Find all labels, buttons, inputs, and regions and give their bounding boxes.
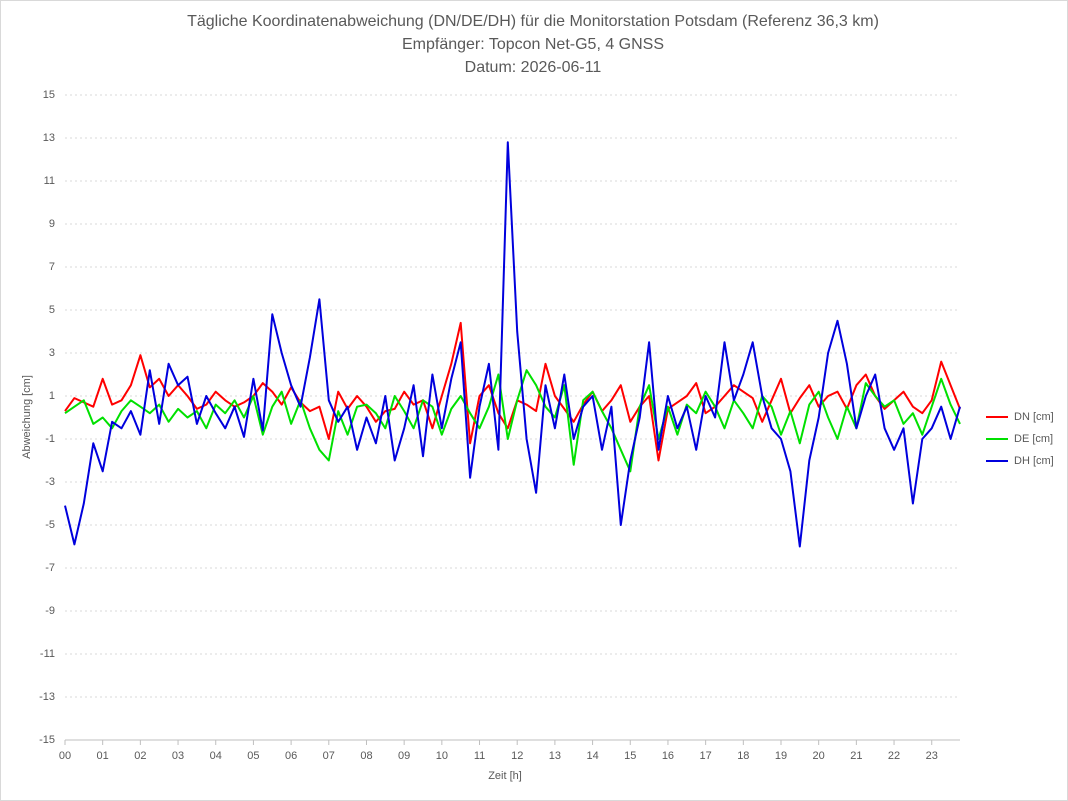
chart-title: Tägliche Koordinatenabweichung (DN/DE/DH… bbox=[187, 13, 879, 30]
y-tick-label: 9 bbox=[49, 218, 55, 230]
y-tick-label: 13 bbox=[43, 132, 55, 144]
chart-subtitle: Empfänger: Topcon Net-G5, 4 GNSS bbox=[402, 36, 664, 53]
y-tick-label: -15 bbox=[39, 734, 55, 746]
x-tick-label: 01 bbox=[97, 750, 109, 762]
x-tick-label: 02 bbox=[134, 750, 146, 762]
x-tick-label: 14 bbox=[586, 750, 598, 762]
y-tick-label: 11 bbox=[44, 175, 55, 187]
y-tick-label: -11 bbox=[40, 648, 55, 660]
data-line bbox=[64, 321, 961, 462]
y-tick-label: 1 bbox=[49, 390, 55, 402]
y-tick-label: -1 bbox=[45, 433, 55, 445]
y-tick-label: 7 bbox=[49, 261, 55, 273]
x-tick-label: 10 bbox=[436, 750, 448, 762]
y-tick-label: -7 bbox=[45, 562, 55, 574]
y-tick-label: 3 bbox=[49, 347, 55, 359]
x-tick-label: 03 bbox=[172, 750, 184, 762]
x-tick-label: 11 bbox=[474, 750, 485, 762]
chart-date: Datum: 2026-06-11 bbox=[465, 59, 602, 76]
y-tick-label: -5 bbox=[45, 519, 55, 531]
x-tick-label: 23 bbox=[926, 750, 938, 762]
y-tick-label: -3 bbox=[45, 476, 55, 488]
legend-label: DN [cm] bbox=[1014, 411, 1054, 423]
legend-label: DH [cm] bbox=[1014, 455, 1054, 467]
x-tick-label: 13 bbox=[549, 750, 561, 762]
x-tick-label: 04 bbox=[210, 750, 222, 762]
x-tick-label: 21 bbox=[850, 750, 862, 762]
x-tick-label: 20 bbox=[813, 750, 825, 762]
x-tick-label: 16 bbox=[662, 750, 674, 762]
x-axis-label: Zeit [h] bbox=[488, 770, 522, 782]
y-tick-label: -13 bbox=[39, 691, 55, 703]
data-line bbox=[64, 141, 961, 548]
x-tick-label: 15 bbox=[624, 750, 636, 762]
legend-label: DE [cm] bbox=[1014, 433, 1053, 445]
x-tick-label: 06 bbox=[285, 750, 297, 762]
x-tick-label: 19 bbox=[775, 750, 787, 762]
x-tick-label: 18 bbox=[737, 750, 749, 762]
x-tick-label: 09 bbox=[398, 750, 410, 762]
y-axis-label: Abweichung [cm] bbox=[21, 375, 33, 459]
y-tick-label: 5 bbox=[49, 304, 55, 316]
x-tick-label: 07 bbox=[323, 750, 335, 762]
x-tick-label: 12 bbox=[511, 750, 523, 762]
y-tick-label: 15 bbox=[43, 89, 55, 101]
x-tick-label: 05 bbox=[247, 750, 259, 762]
x-tick-label: 17 bbox=[700, 750, 712, 762]
x-tick-label: 08 bbox=[360, 750, 372, 762]
x-tick-label: 00 bbox=[59, 750, 71, 762]
y-tick-label: -9 bbox=[45, 605, 55, 617]
x-tick-label: 22 bbox=[888, 750, 900, 762]
